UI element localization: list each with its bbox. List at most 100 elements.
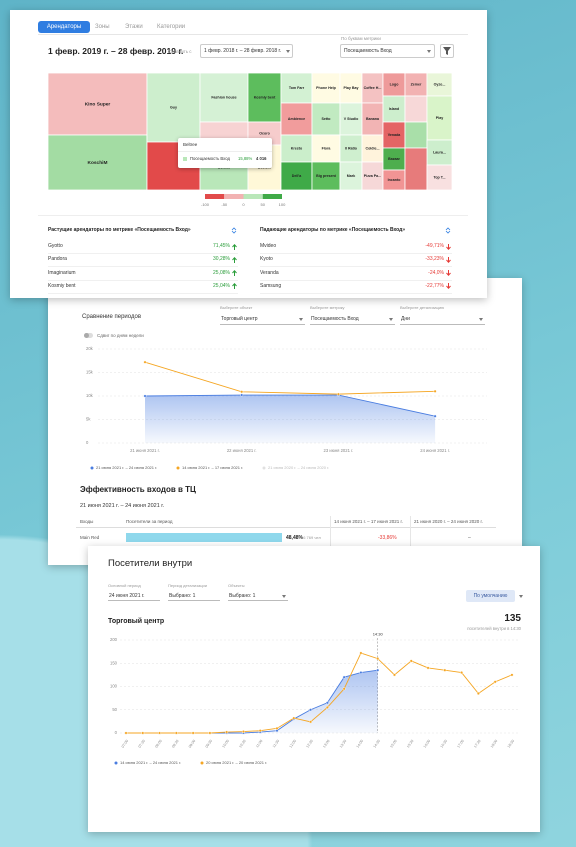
point: [426, 666, 430, 670]
x-tick-label: 10:30: [238, 739, 246, 749]
x-tick-label: 08:30: [171, 739, 179, 749]
filter-dropdown[interactable]: [220, 313, 305, 325]
filter-value: Посещаемость Вход: [311, 316, 359, 322]
table-header: 21 июня 2020 г. – 24 июня 2020 г.: [414, 519, 483, 524]
treemap: Kino Super KoschiM Guy Fashion house Kosmiy …: [47, 72, 453, 191]
filter-label: Объекты: [228, 583, 245, 588]
point: [460, 671, 464, 675]
arrow-icon: [446, 243, 451, 250]
table-header: Посетители за период: [126, 519, 173, 524]
arrow-icon: [232, 283, 237, 290]
x-tick-label: 23 июня 2021 г.: [324, 448, 354, 453]
point: [325, 701, 329, 705]
point: [376, 657, 380, 661]
tab[interactable]: Зоны: [95, 24, 110, 30]
tooltip-divider: [178, 151, 272, 152]
filter-dropdown[interactable]: [228, 590, 288, 601]
treemap-label: Phone Help: [316, 86, 337, 90]
list-change: 71,45%: [213, 243, 230, 249]
point: [309, 708, 313, 712]
row-divider: [48, 253, 238, 254]
x-tick-label: 22 июня 2021 г.: [227, 448, 257, 453]
tooltip-name: Beltree: [183, 142, 198, 147]
legend-swatch: [200, 761, 204, 765]
section-title: Сравнение периодов: [82, 314, 142, 320]
treemap-label: Dell'a: [292, 174, 302, 178]
point: [359, 671, 363, 675]
list-name: Veranda: [260, 269, 279, 276]
x-tick-label: 17:00: [456, 739, 464, 749]
tab[interactable]: Этажи: [125, 24, 143, 30]
sort-arrows: [231, 227, 237, 234]
point: [240, 390, 244, 394]
tab[interactable]: Категории: [157, 24, 186, 30]
filter-dropdown[interactable]: [400, 313, 485, 325]
treemap-label: Zemer: [411, 82, 422, 86]
arrow-icon: [232, 256, 237, 263]
toggle-knob: [84, 333, 89, 338]
inside-card: Посетители внутри Основной период 24 июня …: [88, 546, 540, 832]
x-tick-label: 12:30: [305, 739, 313, 749]
treemap-label: Guy: [170, 105, 177, 109]
treemap-label: Logo: [390, 82, 400, 86]
caret: [282, 595, 286, 598]
point: [325, 705, 329, 709]
series-line: [144, 394, 436, 417]
treemap-label: Top T...: [433, 175, 445, 179]
treemap-label: Ocoro: [259, 131, 270, 135]
arrow-down: [446, 283, 451, 290]
tooltip-metric: Посещаемость Вход: [190, 156, 230, 161]
y-tick-label: 15k: [86, 370, 94, 375]
scale-segment: [262, 194, 282, 199]
treemap-label: Coffee H...: [364, 86, 382, 90]
treemap-label: Big present: [316, 174, 337, 178]
treemap-cell: [280, 134, 313, 163]
arrow-icon: [446, 270, 451, 277]
legend-swatch: [262, 466, 266, 470]
x-tick-label: 08:00: [154, 739, 162, 749]
filter-value: Выбрано: 1: [229, 592, 256, 599]
legend-label: 14 июня 2021 г. – 24 июня 2021 г.: [120, 760, 181, 765]
metric-dropdown[interactable]: [340, 44, 435, 58]
legend-swatch: [176, 466, 180, 470]
filter-dropdown[interactable]: [310, 313, 395, 325]
x-tick-label: 15:30: [406, 739, 414, 749]
scale-segment: [205, 194, 225, 199]
table-header: Входы: [80, 519, 94, 524]
list-name: Imaginarium: [48, 269, 76, 276]
color-scale: -100 -50 0 50 100: [201, 194, 286, 207]
filter-dropdown[interactable]: [108, 590, 160, 601]
tab-active[interactable]: Арендаторы: [38, 21, 90, 33]
y-tick-label: 0: [86, 440, 89, 445]
filter-dropdown[interactable]: [168, 590, 220, 601]
point: [433, 389, 437, 393]
treemap-label: Bazaar: [388, 157, 400, 161]
list-name: Kosmiy bent: [48, 282, 76, 289]
treemap-label: Pizza Pa...: [364, 174, 381, 178]
filter-button[interactable]: [440, 44, 454, 58]
treemap-cell: [404, 121, 428, 149]
y-tick-label: 5k: [86, 417, 91, 422]
x-tick-label: 24 июня 2021 г.: [420, 448, 450, 453]
list-name: Gyotto: [48, 243, 63, 249]
list-name: Samsung: [260, 282, 282, 289]
treemap-label: Venada: [388, 133, 402, 137]
compare-dropdown[interactable]: [200, 44, 293, 58]
arrow-down: [446, 256, 451, 263]
point: [141, 731, 145, 735]
point: [174, 731, 178, 735]
arrow-down: [446, 243, 451, 250]
filter-label: Выберите объект: [220, 305, 253, 310]
table-cell: -33,86%: [378, 534, 397, 541]
series-line: [126, 652, 513, 734]
arrow-up: [232, 256, 237, 263]
point: [376, 668, 380, 672]
table-cell: –: [468, 534, 471, 541]
default-button[interactable]: По умолчанию: [466, 590, 515, 602]
tab-divider: [38, 34, 468, 35]
table-header: 14 июня 2021 г. – 17 июня 2021 г.: [334, 519, 403, 524]
treemap-label: V Studio: [344, 117, 359, 121]
tenants-card: Арендаторы Зоны Этажи Категории 1 февр. 2019…: [10, 10, 487, 298]
metric-value: Посещаемость Вход: [344, 48, 392, 54]
point: [309, 720, 313, 724]
